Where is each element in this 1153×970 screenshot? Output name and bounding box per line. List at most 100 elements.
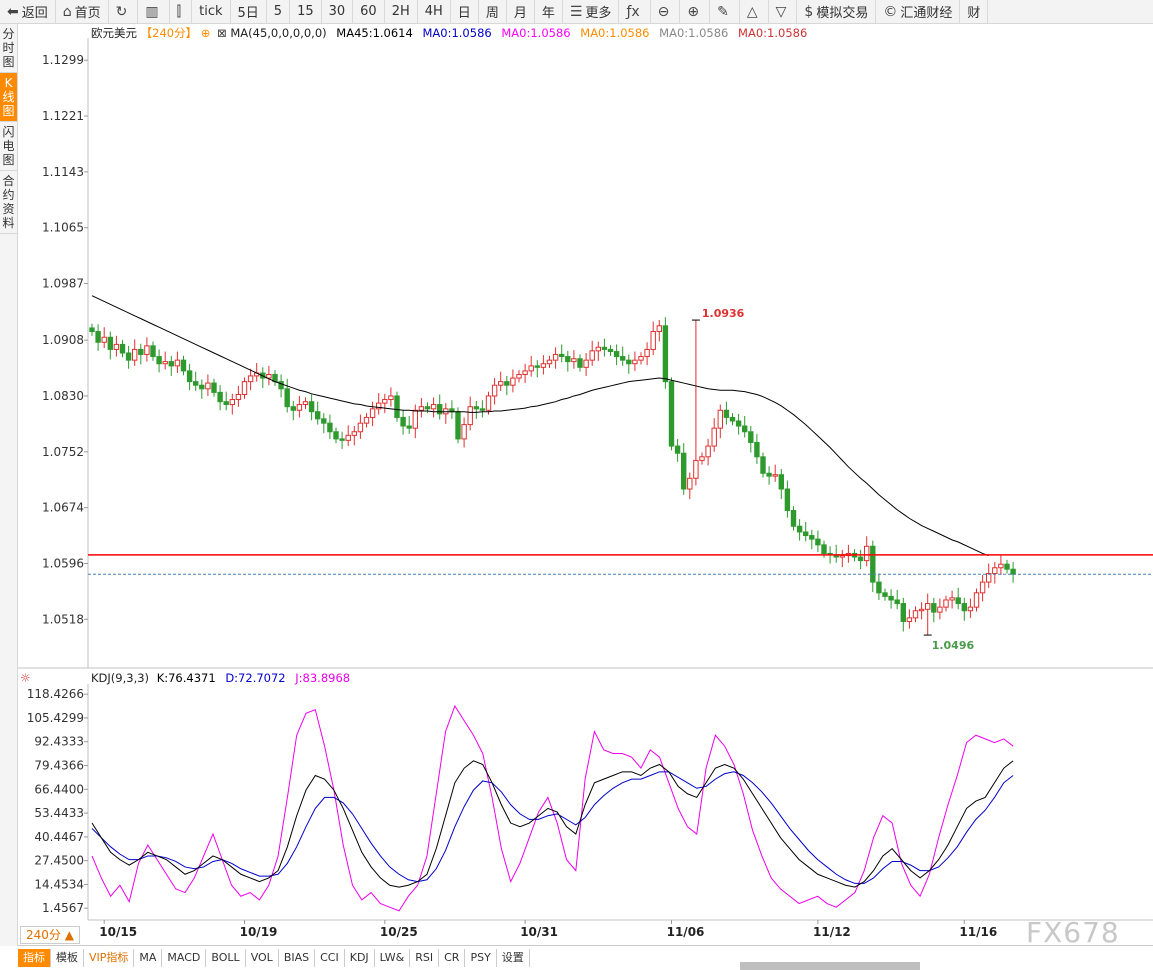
toolbar-refresh-button[interactable]: ↻ [109, 0, 139, 23]
price-tick-label: 1.1221 [42, 109, 84, 123]
candle-body [193, 381, 199, 386]
indicator-tab-3[interactable]: MA [134, 949, 163, 967]
candle-body [369, 408, 376, 418]
candle-body [674, 445, 681, 454]
candle-body [943, 599, 949, 608]
toolbar-huitong-button[interactable]: © 汇通财经 [876, 0, 961, 23]
kdj-settings-icon[interactable]: ☼ [20, 671, 31, 685]
toolbar-zoom-in-button[interactable]: ⊕ [680, 0, 711, 23]
candle-body [632, 359, 638, 365]
toolbar-huitong-label: 汇通财经 [900, 6, 953, 21]
ma0-value-4: MA0:1.0586 [659, 26, 728, 40]
candle-icon: ⫿ [176, 3, 182, 20]
sidebar-item-0[interactable]: 分时图 [0, 24, 17, 73]
candle-body [400, 416, 406, 427]
toolbar-back-button[interactable]: ⬅ 返回 [0, 0, 56, 23]
toolbar-fx-button[interactable]: ƒx [619, 0, 651, 23]
toolbar-5-button[interactable]: 5 [267, 0, 291, 23]
toolbar-draw-button[interactable]: ✎ [710, 0, 740, 23]
toolbar-home-button[interactable]: ⌂ 首页 [56, 0, 109, 23]
candle-body [552, 353, 559, 361]
candle-body [308, 401, 315, 413]
ma0-value-5: MA0:1.0586 [738, 26, 807, 40]
candle-body [760, 456, 766, 474]
indicator-tab-4[interactable]: MACD [162, 949, 207, 967]
toolbar-sim-button[interactable]: $ 模拟交易 [797, 0, 877, 23]
toolbar-4h-label: 4H [424, 4, 443, 19]
kline-chart[interactable]: 1.1299 1.1221 1.1143 1.1065 1.0987 1.0908 1.08… [0, 24, 1153, 945]
toolbar-2h-button[interactable]: 2H [385, 0, 418, 23]
toolbar-down-button[interactable]: ▽ [769, 0, 798, 23]
indicator-tab-10[interactable]: LW& [375, 949, 411, 967]
sidebar-item-2[interactable]: 闪电图 [0, 122, 17, 171]
price-tick-label: 1.0830 [42, 389, 84, 403]
candle-body [296, 404, 303, 411]
toolbar-15-button[interactable]: 15 [290, 0, 322, 23]
indicator-tab-13[interactable]: PSY [465, 949, 497, 967]
toolbar-30-button[interactable]: 30 [322, 0, 354, 23]
candle-body [992, 567, 998, 574]
indicator-tab-8[interactable]: CCI [315, 949, 345, 967]
candle-body [138, 348, 144, 355]
candle-body [857, 556, 864, 562]
candle-body [199, 384, 205, 390]
indicator-tab-7[interactable]: BIAS [279, 949, 316, 967]
sidebar-item-1[interactable]: K线图 [0, 73, 17, 122]
toolbar-candle-type-button[interactable]: ⫿ [170, 0, 193, 23]
toolbar-tick-button[interactable]: tick [192, 0, 231, 23]
indicator-tab-11[interactable]: RSI [410, 949, 440, 967]
indicator-tab-5[interactable]: BOLL [206, 949, 246, 967]
candle-body [333, 431, 339, 440]
candle-body [937, 606, 943, 613]
toolbar-4h-button[interactable]: 4H [418, 0, 451, 23]
candle-body [156, 356, 162, 365]
back-arrow-icon: ⬅ [7, 3, 19, 20]
indicator-tab-12[interactable]: CR [439, 949, 466, 967]
candle-body [394, 395, 400, 418]
time-tick-label: 10/19 [240, 925, 278, 939]
ma-settings-icon[interactable]: ⊠ [217, 26, 227, 40]
candle-body [388, 395, 394, 401]
time-tick-label: 10/31 [520, 925, 558, 939]
ma45-value: MA45:1.0614 [336, 26, 413, 40]
toolbar-60-button[interactable]: 60 [353, 0, 385, 23]
toolbar-week-button[interactable]: 周 [479, 0, 507, 23]
candle-body [357, 422, 364, 433]
price-tick-label: 1.0987 [42, 277, 84, 291]
toolbar-5day-button[interactable]: 5日 [231, 0, 267, 23]
period-add-icon[interactable]: ⊕ [201, 26, 211, 40]
candle-body [729, 416, 736, 422]
toolbar-day-button[interactable]: 日 [451, 0, 479, 23]
toolbar-up-button[interactable]: △ [740, 0, 769, 23]
candle-body [918, 608, 925, 612]
indicator-tab-14[interactable]: 设置 [497, 949, 530, 967]
period-select-button[interactable]: 240分 ▲ [20, 926, 80, 944]
toolbar-year-button[interactable]: 年 [535, 0, 563, 23]
candle-body [278, 381, 284, 390]
candle-body [223, 401, 229, 406]
toolbar-month-button[interactable]: 月 [507, 0, 535, 23]
toolbar-chart-type-button[interactable]: ▥ [138, 0, 170, 23]
indicator-tab-6[interactable]: VOL [246, 949, 279, 967]
indicator-tab-9[interactable]: KDJ [345, 949, 375, 967]
candle-body [626, 359, 632, 365]
toolbar-more-button[interactable]: ☰ 更多 [563, 0, 620, 23]
indicator-tab-0[interactable]: 指标 [18, 949, 51, 967]
toolbar-cut-button[interactable]: 财 [960, 0, 989, 23]
candle-body [900, 603, 906, 622]
candle-body [735, 420, 742, 427]
candle-body [998, 563, 1004, 569]
toolbar-zoom-out-button[interactable]: ⊖ [651, 0, 681, 23]
horizontal-scrollbar[interactable] [740, 962, 920, 970]
indicator-tab-1[interactable]: 模板 [51, 949, 84, 967]
svg-text:欧元美元 【240分】 ⊕ ⊠: 欧元美元 【240分】 ⊕ ⊠ MA(45,0,0,0,0,0) MA45:1.… [91, 26, 807, 40]
sidebar-item-3[interactable]: 合约资料 [0, 171, 17, 234]
circle-icon: © [883, 3, 898, 20]
candle-body [912, 610, 919, 619]
candle-body [656, 325, 662, 333]
pencil-icon: ✎ [717, 3, 729, 20]
toolbar-tick-label: tick [199, 4, 223, 19]
kdj-tick-label: 40.4467 [34, 830, 84, 844]
candle-body [125, 352, 132, 361]
indicator-tab-2[interactable]: VIP指标 [84, 949, 135, 967]
